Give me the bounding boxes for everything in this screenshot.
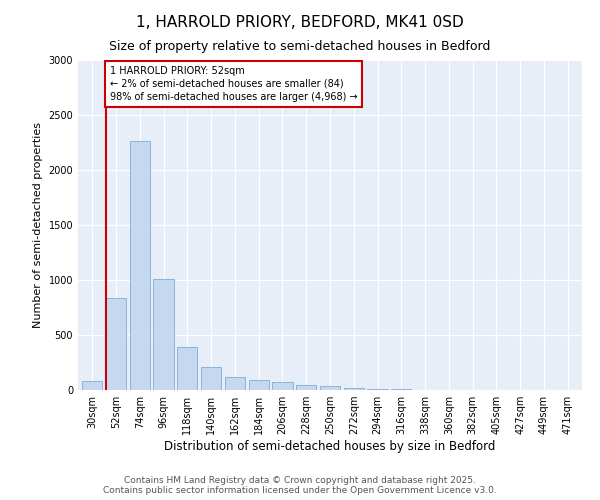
Text: 1, HARROLD PRIORY, BEDFORD, MK41 0SD: 1, HARROLD PRIORY, BEDFORD, MK41 0SD [136,15,464,30]
Bar [248,380,269,390]
Bar [367,389,388,390]
Bar [106,298,126,390]
Text: Size of property relative to semi-detached houses in Bedford: Size of property relative to semi-detach… [109,40,491,53]
Bar [177,347,197,390]
Bar [130,142,150,390]
Bar [272,382,293,390]
Bar [154,279,173,390]
Bar [82,381,103,390]
Y-axis label: Number of semi-detached properties: Number of semi-detached properties [33,122,43,328]
X-axis label: Distribution of semi-detached houses by size in Bedford: Distribution of semi-detached houses by … [164,440,496,453]
Text: Contains HM Land Registry data © Crown copyright and database right 2025.
Contai: Contains HM Land Registry data © Crown c… [103,476,497,495]
Bar [225,377,245,390]
Text: 1 HARROLD PRIORY: 52sqm
← 2% of semi-detached houses are smaller (84)
98% of sem: 1 HARROLD PRIORY: 52sqm ← 2% of semi-det… [110,66,357,102]
Bar [296,384,316,390]
Bar [344,388,364,390]
Bar [320,386,340,390]
Bar [201,367,221,390]
